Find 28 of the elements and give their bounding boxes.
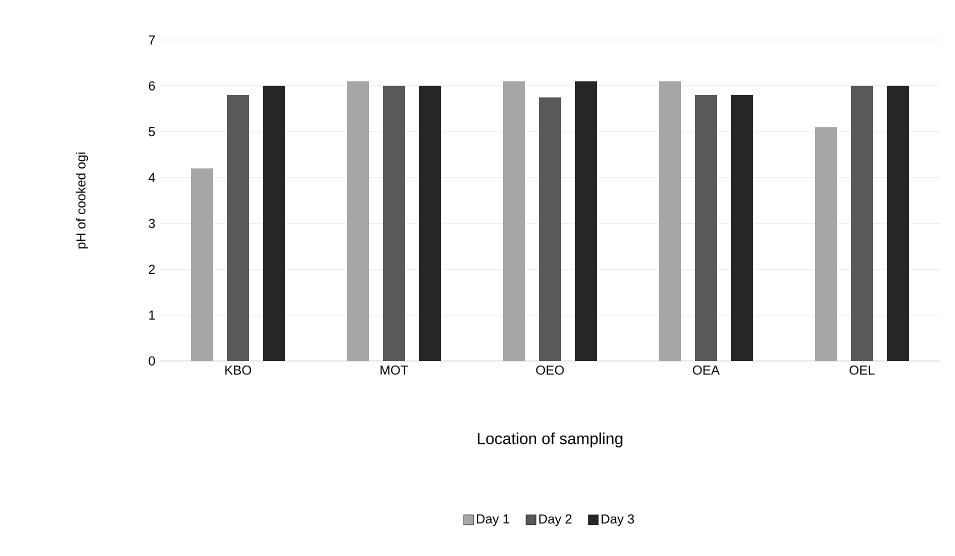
x-tick-label: KBO [225, 366, 252, 375]
y-tick-label: 3 [148, 218, 155, 228]
y-tick-label: 4 [148, 173, 156, 182]
bar [695, 95, 717, 361]
x-tick-label: MOT [380, 366, 408, 375]
x-tick-label: OEL [850, 366, 875, 375]
bar [887, 86, 909, 361]
bar [539, 97, 562, 361]
x-tick-label: OEO [536, 366, 564, 375]
legend-label: Day 3 [602, 514, 634, 526]
y-tick-label: 7 [148, 36, 155, 44]
bar [419, 86, 442, 361]
y-tick-label: 2 [148, 264, 155, 274]
bar [731, 95, 754, 361]
y-axis-title: pH of cooked ogi [76, 152, 88, 248]
y-tick-label: 6 [148, 81, 155, 90]
bar [227, 95, 250, 361]
bar [263, 86, 286, 361]
y-tick-label: 1 [149, 310, 155, 320]
bar [851, 86, 873, 361]
bar [383, 86, 406, 361]
legend-label: Day 1 [476, 514, 510, 526]
x-tick-label: OEA [692, 366, 720, 375]
bar [575, 81, 597, 361]
x-axis-title: Location of sampling [478, 432, 622, 448]
y-tick-label: 5 [148, 127, 155, 136]
legend-label: Day 2 [539, 514, 572, 526]
y-tick-label: 0 [148, 356, 155, 366]
